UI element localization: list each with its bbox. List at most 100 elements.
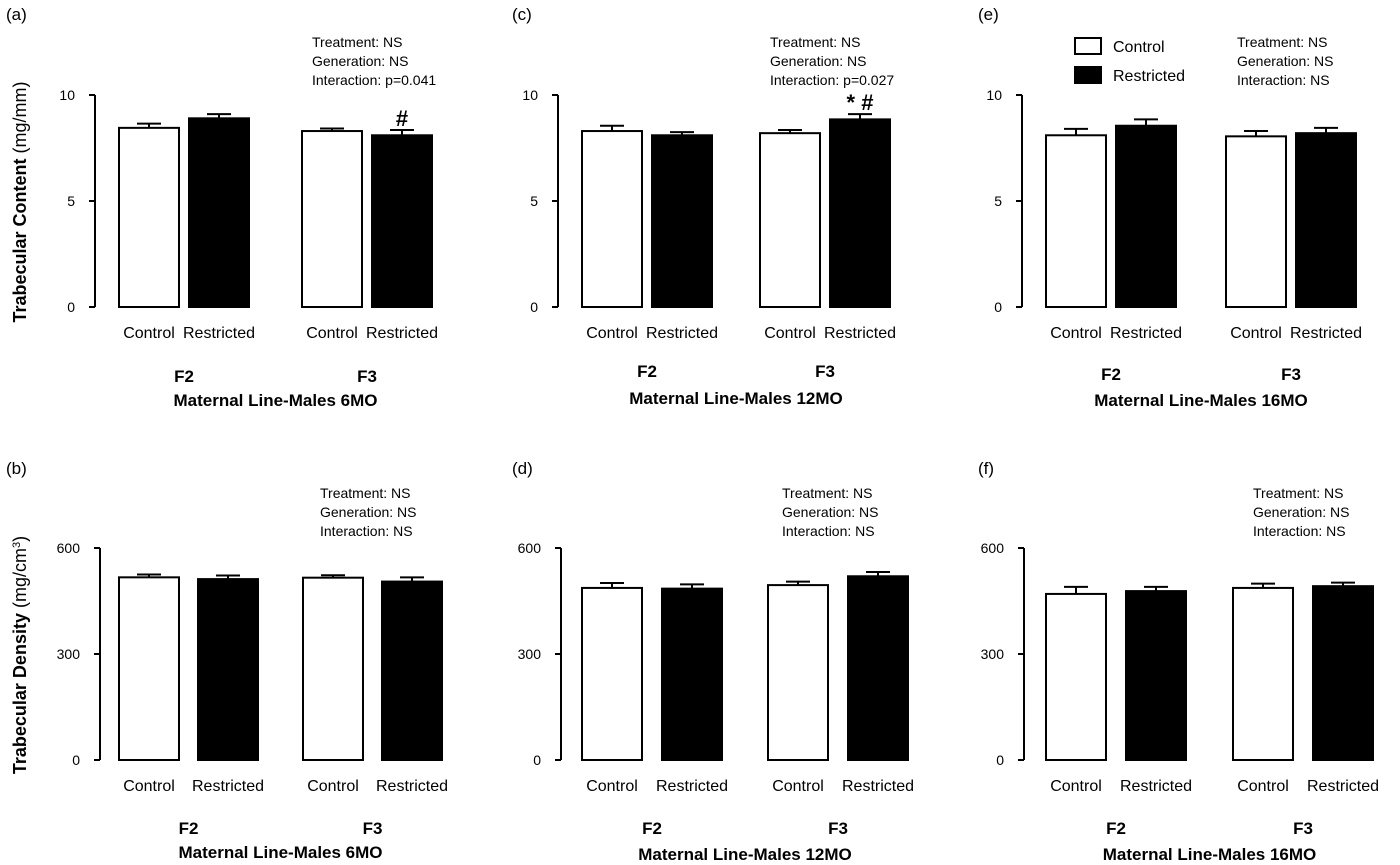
bar-restricted <box>381 580 443 761</box>
stats-line: Treatment: NS <box>320 485 411 501</box>
x-category-label: Control <box>1237 778 1289 795</box>
bar-restricted <box>829 118 891 308</box>
stats-line: Treatment: NS <box>1237 34 1328 50</box>
stats-line: Interaction: p=0.041 <box>312 72 436 88</box>
legend-swatch <box>1074 37 1102 55</box>
bar-control <box>1232 586 1294 762</box>
stats-line: Generation: NS <box>1237 53 1334 69</box>
stats-line: Generation: NS <box>782 504 879 520</box>
generation-label: F2 <box>1106 819 1126 838</box>
x-axis-title: Maternal Line-Males 16MO <box>1103 845 1317 864</box>
x-axis-title: Maternal Line-Males 6MO <box>178 843 382 862</box>
chart-panel: (f) 0 300 600 Control Restricted Control Restri… <box>978 459 1379 864</box>
stats-line: Generation: NS <box>1253 504 1350 520</box>
x-category-label: Control <box>307 778 359 795</box>
generation-label: F3 <box>363 819 383 838</box>
x-category-label: Restricted <box>842 778 914 795</box>
x-category-label: Restricted <box>824 325 896 342</box>
bar-restricted <box>197 578 259 761</box>
x-category-label: Restricted <box>366 325 438 342</box>
y-tick-label: 300 <box>518 646 542 662</box>
generation-label: F2 <box>637 362 657 381</box>
chart-panel: (e) 0 5 10 Control Restricted Control Restricte… <box>978 5 1362 410</box>
x-category-label: Control <box>1230 325 1282 342</box>
generation-label: F3 <box>828 819 848 838</box>
bar-control <box>118 126 180 308</box>
stats-line: Generation: NS <box>770 53 867 69</box>
x-category-label: Control <box>586 778 638 795</box>
x-category-label: Restricted <box>656 778 728 795</box>
y-tick-label: 0 <box>533 752 541 768</box>
chart-panel: (b) 0 300 600 Control Restricted Control Restri… <box>6 459 448 862</box>
panel-label: (f) <box>978 459 994 478</box>
y-tick-label: 5 <box>994 193 1002 209</box>
y-tick-label: 300 <box>981 646 1005 662</box>
x-category-label: Restricted <box>1110 325 1182 342</box>
stats-line: Treatment: NS <box>312 34 403 50</box>
bar-restricted <box>651 134 713 308</box>
x-axis-title: Maternal Line-Males 6MO <box>173 391 377 410</box>
legend-label: Restricted <box>1113 68 1185 85</box>
bar-restricted <box>1312 585 1374 761</box>
stats-line: Interaction: NS <box>782 523 875 539</box>
bar-restricted <box>371 134 433 308</box>
bar-control <box>1045 134 1107 308</box>
y-tick-label: 0 <box>996 752 1004 768</box>
panel-label: (c) <box>512 5 532 24</box>
bar-restricted <box>1115 124 1177 308</box>
x-category-label: Control <box>1050 778 1102 795</box>
bar-control <box>1045 592 1107 762</box>
panel-label: (d) <box>512 459 533 478</box>
stats-line: Generation: NS <box>312 53 409 69</box>
bar-control <box>302 576 364 761</box>
x-axis-title: Maternal Line-Males 12MO <box>629 389 843 408</box>
stats-line: Generation: NS <box>320 504 417 520</box>
generation-label: F3 <box>815 362 835 381</box>
x-category-label: Control <box>586 325 638 342</box>
bar-control <box>118 576 180 761</box>
x-category-label: Control <box>764 325 816 342</box>
y-tick-label: 10 <box>522 87 538 103</box>
chart-panel: (c) 0 5 10 Control Restricted Control Restricte… <box>512 5 896 408</box>
y-tick-label: 600 <box>981 540 1005 556</box>
legend-swatch <box>1074 66 1102 84</box>
panel-label: (b) <box>6 459 27 478</box>
panel-label: (a) <box>6 5 27 24</box>
x-category-label: Restricted <box>1120 778 1192 795</box>
bar-restricted <box>1125 590 1187 762</box>
generation-label: F2 <box>174 367 194 386</box>
chart-panel: (a) 0 5 10 Control Restricted Control Restricte… <box>6 5 438 410</box>
bar-control <box>581 586 643 762</box>
x-category-label: Restricted <box>183 325 255 342</box>
bar-restricted <box>661 587 723 762</box>
y-tick-label: 0 <box>994 299 1002 315</box>
stats-line: Treatment: NS <box>770 34 861 50</box>
bar-restricted <box>847 575 909 761</box>
generation-label: F3 <box>357 367 377 386</box>
y-title-density: Trabecular Density (mg/cm3) <box>10 536 30 774</box>
y-tick-label: 10 <box>986 87 1002 103</box>
y-tick-label: 5 <box>67 193 75 209</box>
y-tick-label: 300 <box>57 646 81 662</box>
stats-line: Interaction: p=0.027 <box>770 72 894 88</box>
x-category-label: Control <box>306 325 358 342</box>
y-tick-label: 0 <box>72 752 80 768</box>
y-title-content: Trabecular Content (mg/mm) <box>10 81 30 322</box>
y-tick-label: 0 <box>530 299 538 315</box>
bar-control <box>759 132 821 308</box>
generation-label: F3 <box>1281 365 1301 384</box>
stats-line: Interaction: NS <box>320 523 413 539</box>
x-category-label: Control <box>123 778 175 795</box>
y-tick-label: 600 <box>57 540 81 556</box>
significance-marker: # <box>396 106 408 131</box>
stats-line: Treatment: NS <box>1253 485 1344 501</box>
significance-marker: * # <box>847 90 874 115</box>
x-category-label: Restricted <box>1307 778 1379 795</box>
x-category-label: Control <box>1050 325 1102 342</box>
y-tick-label: 5 <box>530 193 538 209</box>
generation-label: F3 <box>1293 819 1313 838</box>
x-category-label: Control <box>123 325 175 342</box>
x-category-label: Restricted <box>1290 325 1362 342</box>
x-axis-title: Maternal Line-Males 16MO <box>1094 391 1308 410</box>
